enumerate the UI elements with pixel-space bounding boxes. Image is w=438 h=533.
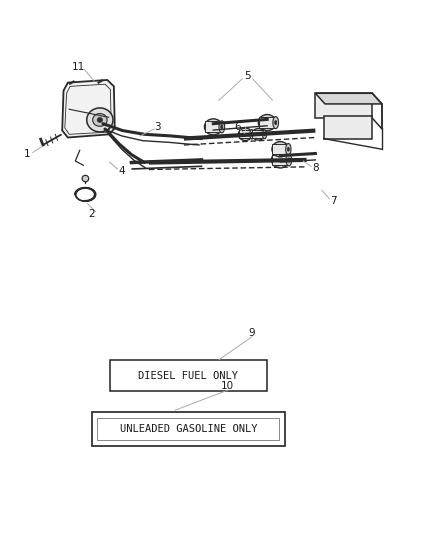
Ellipse shape: [82, 175, 88, 182]
Bar: [272, 144, 288, 155]
Bar: [315, 93, 372, 118]
Ellipse shape: [272, 152, 289, 168]
Text: DIESEL FUEL ONLY: DIESEL FUEL ONLY: [138, 371, 238, 381]
Text: 8: 8: [312, 163, 319, 173]
Ellipse shape: [251, 133, 253, 136]
Text: 9: 9: [248, 328, 255, 338]
Ellipse shape: [97, 118, 102, 123]
Ellipse shape: [221, 125, 223, 129]
Ellipse shape: [272, 142, 289, 157]
Ellipse shape: [275, 120, 277, 125]
Text: UNLEADED GASOLINE ONLY: UNLEADED GASOLINE ONLY: [120, 424, 257, 434]
Text: 2: 2: [88, 209, 95, 219]
Ellipse shape: [288, 158, 290, 162]
Ellipse shape: [87, 108, 113, 132]
Ellipse shape: [273, 117, 279, 128]
Polygon shape: [315, 93, 382, 104]
Bar: [239, 130, 252, 139]
Bar: [110, 360, 267, 391]
Ellipse shape: [205, 119, 222, 135]
Text: 3: 3: [154, 122, 161, 132]
Text: 10: 10: [221, 382, 234, 391]
Text: 5: 5: [244, 71, 251, 80]
Ellipse shape: [238, 128, 252, 141]
Ellipse shape: [287, 147, 290, 151]
Text: 4: 4: [118, 166, 125, 175]
Bar: [324, 116, 372, 139]
Ellipse shape: [264, 133, 265, 136]
Bar: [205, 122, 222, 132]
Text: 11: 11: [71, 62, 85, 71]
Text: 1: 1: [24, 149, 31, 158]
Bar: [92, 411, 285, 447]
Bar: [252, 131, 265, 138]
Ellipse shape: [252, 128, 265, 140]
Bar: [272, 155, 289, 165]
Bar: [97, 418, 279, 440]
Ellipse shape: [286, 143, 291, 155]
Ellipse shape: [219, 121, 225, 133]
Ellipse shape: [262, 130, 267, 139]
Bar: [259, 117, 276, 128]
Text: 7: 7: [330, 197, 337, 206]
Ellipse shape: [286, 154, 292, 166]
Ellipse shape: [258, 115, 276, 131]
Ellipse shape: [93, 114, 107, 126]
PathPatch shape: [62, 80, 115, 138]
Text: 6: 6: [234, 122, 241, 132]
Ellipse shape: [250, 130, 254, 139]
